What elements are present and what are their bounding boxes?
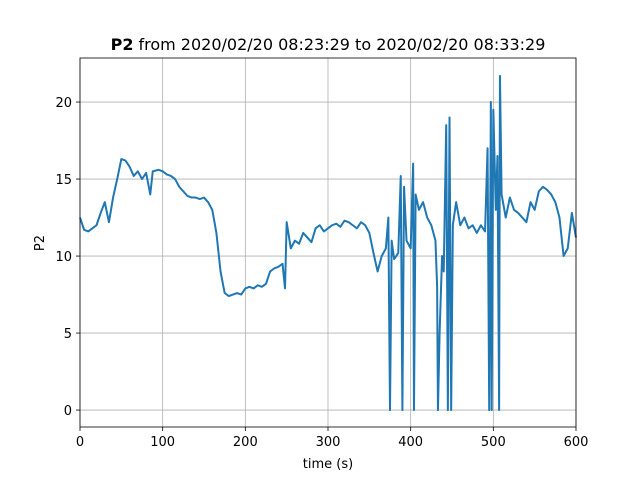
y-tick-label: 0	[64, 404, 72, 419]
x-tick-label: 600	[564, 435, 589, 450]
plot-frame	[79, 57, 577, 428]
title-rest: from 2020/02/20 08:23:29 to 2020/02/20 0…	[138, 35, 545, 54]
x-tick-label: 500	[481, 435, 506, 450]
x-tick-label: 300	[316, 435, 341, 450]
y-tick-label: 10	[55, 250, 72, 265]
x-tick-label: 200	[233, 435, 258, 450]
title-bold: P2	[111, 35, 134, 54]
data-line	[79, 74, 577, 412]
chart-title: P2 from 2020/02/20 08:23:29 to 2020/02/20…	[111, 35, 546, 54]
x-tick-label: 0	[76, 435, 84, 450]
y-axis-label: P2	[33, 235, 48, 251]
x-tick-label: 100	[150, 435, 175, 450]
x-tick-label: 400	[398, 435, 423, 450]
x-axis-label: time (s)	[303, 457, 353, 472]
y-tick-label: 5	[64, 327, 72, 342]
y-tick-label: 20	[55, 96, 72, 111]
y-tick-label: 15	[55, 173, 72, 188]
